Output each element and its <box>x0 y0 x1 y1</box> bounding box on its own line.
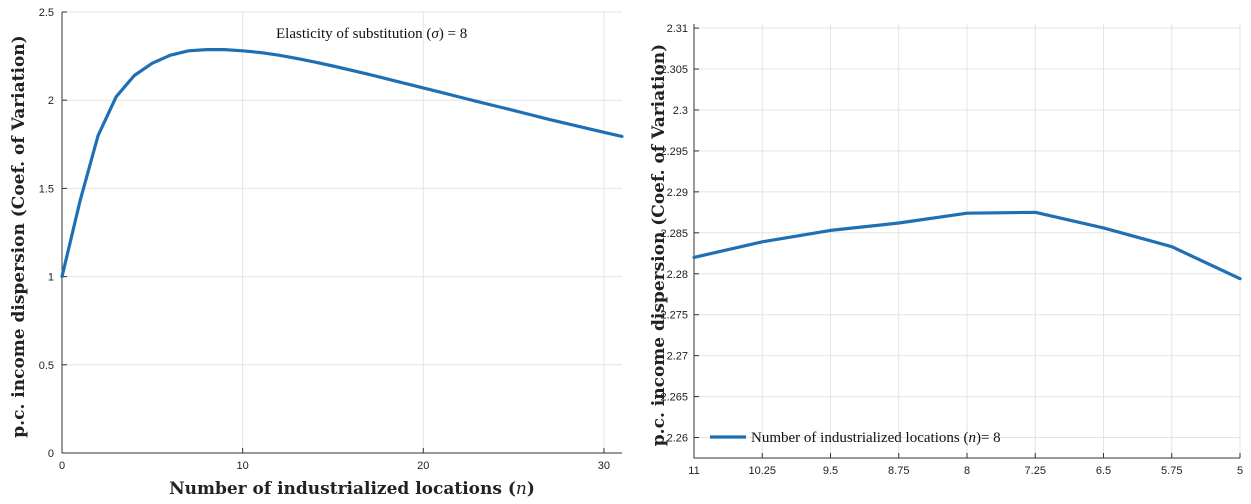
x-tick-label: 5 <box>1237 465 1243 477</box>
y-tick-label: 2 <box>48 95 54 107</box>
x-tick-label: 8.75 <box>888 465 909 477</box>
x-tick-label: 11 <box>688 465 699 477</box>
y-tick-label: 2.26 <box>667 433 688 445</box>
y-axis-title: p.c. income dispersion (Coef. of Variati… <box>649 44 669 446</box>
axes-box <box>61 12 622 454</box>
y-tick-label: 2.295 <box>660 146 688 158</box>
y-tick-label: 2.5 <box>39 7 54 19</box>
x-tick-label: 0 <box>59 460 65 472</box>
y-tick-label: 2.285 <box>660 228 688 240</box>
x-tick-label: 20 <box>417 460 429 472</box>
legend-label: Number of industrialized locations (n)= … <box>751 430 1001 446</box>
x-tick-label: 10.25 <box>748 465 776 477</box>
axes-box <box>693 24 1240 459</box>
y-tick-label: 2.3 <box>673 105 688 117</box>
x-tick-label: 9.5 <box>823 465 838 477</box>
x-tick-label: 6.5 <box>1096 465 1111 477</box>
x-tick-label: 8 <box>964 465 970 477</box>
y-tick-label: 2.29 <box>667 187 688 199</box>
y-tick-label: 2.27 <box>667 351 688 363</box>
y-tick-label: 1 <box>48 272 54 284</box>
y-tick-label: 2.275 <box>660 310 688 322</box>
y-tick-label: 1.5 <box>39 183 54 195</box>
annotation-text: Elasticity of substitution (σ) = 8 <box>276 26 467 42</box>
x-tick-label: 7.25 <box>1025 465 1046 477</box>
series-line <box>692 210 1242 281</box>
left-chart: 0 0.5 1 1.5 2 2.5 0 10 20 30 Elasticity of substit… <box>9 7 624 499</box>
y-tick-label: 2.305 <box>660 64 688 76</box>
y-tick-label: 2.28 <box>667 269 688 281</box>
x-tick-label: 30 <box>598 460 610 472</box>
y-tick-label: 2.31 <box>667 23 688 35</box>
right-chart: 2.26 2.265 2.27 2.275 2.28 2.285 2.29 2.295 2.3 2… <box>649 23 1243 477</box>
x-tick-label: 5.75 <box>1161 465 1182 477</box>
x-tick-label: 10 <box>237 460 249 472</box>
y-axis-title: p.c. income dispersion (Coef. of Variati… <box>9 35 29 437</box>
y-tick-label: 2.265 <box>660 392 688 404</box>
y-tick-label: 0 <box>48 448 54 460</box>
x-axis-title: Number of industrialized locations (n) <box>169 479 535 499</box>
y-tick-label: 0.5 <box>39 360 54 372</box>
series-line <box>60 47 624 279</box>
